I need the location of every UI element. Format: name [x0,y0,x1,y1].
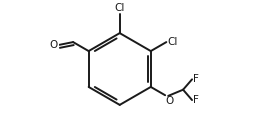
Text: F: F [194,95,199,105]
Text: O: O [50,40,58,50]
Text: Cl: Cl [114,3,125,13]
Text: O: O [166,96,174,106]
Text: Cl: Cl [168,37,178,47]
Text: F: F [194,74,199,84]
